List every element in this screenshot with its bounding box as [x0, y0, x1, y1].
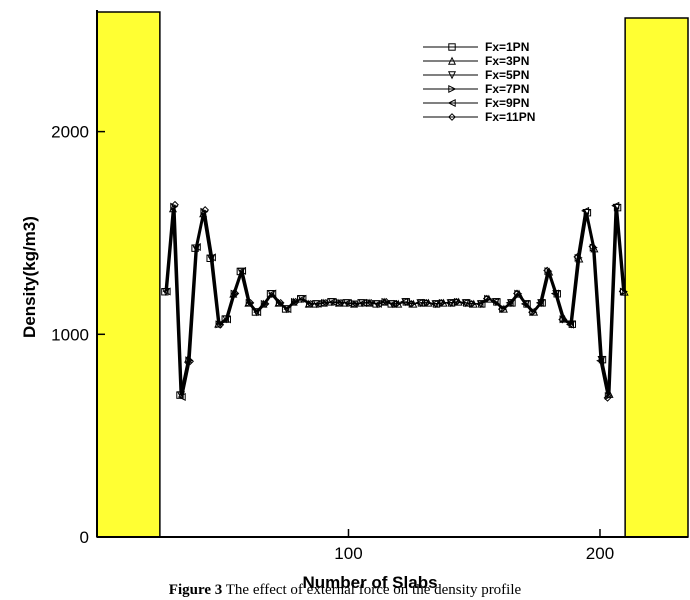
data-point-marker	[437, 298, 446, 307]
data-point-marker	[460, 298, 469, 307]
series-group	[161, 200, 629, 402]
figure-caption-text: The effect of external force on the dens…	[225, 582, 522, 598]
data-point-marker	[543, 266, 552, 275]
data-point-marker	[573, 253, 582, 261]
legend-entry: Fx=5PN	[423, 68, 529, 82]
data-point-marker	[520, 299, 529, 308]
data-point-marker	[505, 298, 514, 307]
data-point-marker	[162, 287, 171, 296]
legend-marker	[447, 98, 456, 108]
data-point-marker	[528, 308, 536, 317]
data-point-marker	[298, 294, 307, 303]
data-point-marker	[291, 297, 300, 306]
legend-entry: Fx=1PN	[423, 40, 529, 54]
data-point-marker	[231, 289, 240, 298]
legend-marker	[447, 71, 457, 80]
data-point-marker	[422, 298, 431, 307]
x-tick-label: 200	[586, 544, 614, 563]
legend-label: Fx=9PN	[485, 96, 529, 110]
legend-label: Fx=5PN	[485, 68, 529, 82]
legend-label: Fx=1PN	[485, 40, 529, 54]
data-point-marker	[321, 298, 330, 307]
data-point-marker	[445, 298, 454, 307]
data-point-marker	[482, 294, 491, 303]
legend-marker	[448, 113, 456, 121]
data-point-marker	[558, 315, 567, 324]
data-point-marker	[452, 297, 461, 306]
data-point-marker	[186, 357, 194, 366]
figure-caption-prefix: Figure 3	[168, 582, 223, 598]
wall-regions	[96, 11, 689, 538]
legend-label: Fx=11PN	[485, 110, 535, 124]
data-point-marker	[216, 320, 225, 329]
data-point-marker	[407, 299, 416, 308]
data-point-marker	[253, 308, 262, 317]
y-axis-title: Density(kg/m3)	[20, 216, 39, 338]
data-point-marker	[171, 200, 179, 209]
data-point-marker	[382, 297, 391, 306]
wall-region-left	[96, 11, 161, 538]
data-point-marker	[497, 305, 506, 314]
data-point-marker	[475, 299, 484, 308]
data-point-marker	[513, 289, 521, 298]
data-point-marker	[603, 393, 612, 402]
legend-entry: Fx=7PN	[423, 82, 529, 96]
legend-marker	[448, 84, 457, 94]
data-point-marker	[276, 298, 285, 307]
data-point-marker	[261, 299, 270, 308]
legend-label: Fx=3PN	[485, 54, 529, 68]
data-point-marker	[588, 242, 597, 251]
legend-label: Fx=7PN	[485, 82, 529, 96]
legend-marker	[447, 56, 457, 65]
y-tick-label: 2000	[51, 123, 89, 142]
axes-group: 0 1000 2000 100 200	[51, 10, 688, 563]
data-point-marker	[352, 299, 360, 308]
wall-region-right	[624, 17, 689, 538]
data-point-marker	[337, 298, 345, 307]
legend-entry: Fx=3PN	[423, 54, 529, 68]
data-point-marker	[392, 299, 401, 308]
legend-marker	[448, 43, 456, 51]
data-point-marker	[222, 315, 231, 324]
data-point-marker	[373, 299, 382, 308]
x-tick-label: 100	[334, 544, 362, 563]
data-point-marker	[400, 297, 409, 306]
figure-caption: Figure 3 The effect of external force on…	[0, 582, 690, 599]
series-fx-11pn	[166, 200, 627, 402]
y-tick-label: 1000	[51, 325, 89, 344]
data-point-marker	[201, 206, 210, 214]
legend-entry: Fx=9PN	[423, 96, 529, 110]
data-point-marker	[467, 299, 476, 308]
legend-entry: Fx=11PN	[423, 110, 535, 124]
y-tick-label: 0	[80, 528, 89, 547]
data-point-marker	[283, 305, 292, 314]
data-point-marker	[246, 298, 255, 307]
data-point-marker	[268, 289, 277, 298]
x-axis-title: Number of Slabs	[302, 573, 437, 592]
series-line	[166, 204, 624, 399]
data-point-marker	[367, 298, 376, 307]
data-point-marker	[618, 287, 627, 296]
data-point-marker	[306, 299, 315, 308]
data-point-marker	[490, 297, 499, 306]
